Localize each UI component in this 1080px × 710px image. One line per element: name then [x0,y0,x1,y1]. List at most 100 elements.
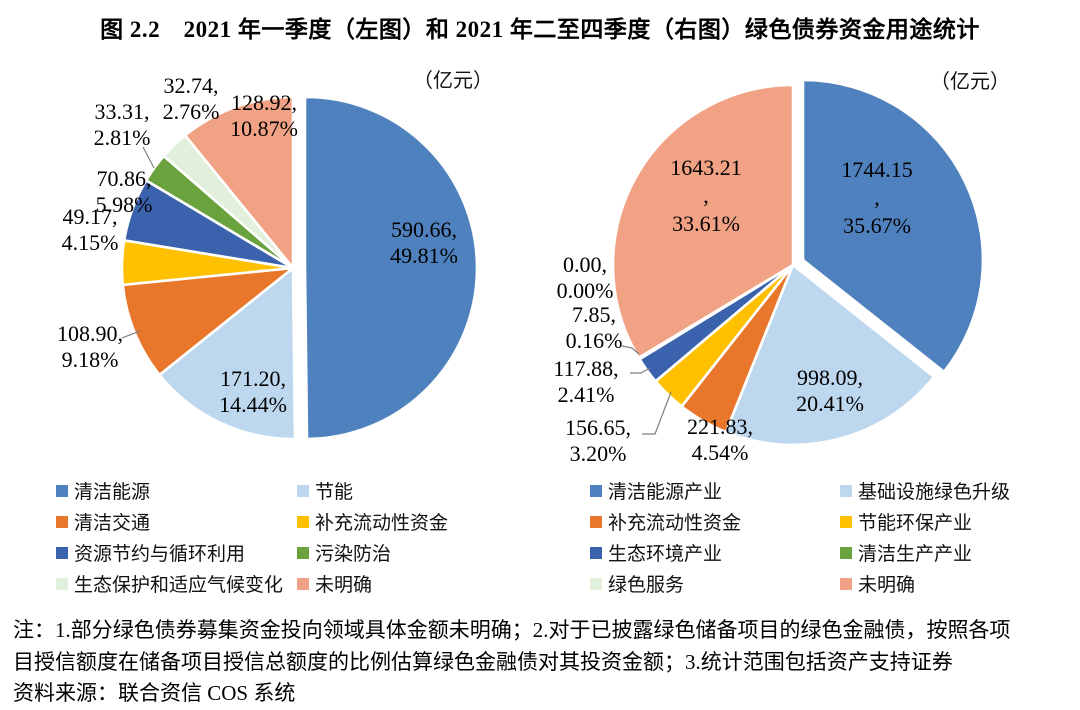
legend-item: 补充流动性资金 [590,506,840,537]
data-label-left-1: 171.20, [220,366,286,391]
data-label-right-0: , [874,185,880,210]
legend-label: 清洁能源产业 [608,482,723,503]
legend-label: 生态环境产业 [608,544,723,565]
data-label-right-4: 117.88, [553,356,618,381]
data-label-left-3: 49.17, [63,204,118,229]
legend-swatch-icon [297,515,309,528]
legend-label: 基础设施绿色升级 [858,482,1011,503]
legend-label: 绿色服务 [608,575,685,596]
data-label-right-6: 0.00, [563,252,607,277]
legend-item: 清洁能源产业 [590,475,840,506]
legend-label: 清洁能源 [74,482,151,503]
legend-swatch-icon [840,577,852,590]
legend-swatch-icon [590,515,602,528]
data-label-right-3: 3.20% [570,441,627,466]
legend-swatch-icon [56,515,68,528]
legend-swatch-icon [840,515,852,528]
legend-item: 节能 [297,475,448,506]
unit-label-right: （亿元） [930,71,1010,93]
data-label-left-0: 590.66, [391,217,457,242]
pie-left-slice-7 [183,95,295,270]
legend-label: 生态保护和适应气候变化 [74,575,284,596]
legend-label: 补充流动性资金 [315,513,449,534]
legend-swatch-icon [56,484,68,497]
pie-right-slice-7 [611,83,795,359]
legend-item: 未明确 [297,568,448,599]
legend-item: 清洁生产产业 [840,537,1010,568]
note-line-2: 目授信额度在储备项目授信总额度的比例估算绿色金融债对其投资金额；3.统计范围包括… [13,649,953,674]
pie-right-slice-0 [801,78,985,374]
legend-swatch-icon [297,577,309,590]
data-label-right-2: 221.83, [687,414,753,439]
label-leader-line [142,146,155,169]
legend-left-chart: 清洁能源 节能清洁交通 补充流动性资金资源节约与循环利用 污染防治生态保护和适应气候变… [56,475,448,599]
legend-right-chart: 清洁能源产业 基础设施绿色升级补充流动性资金 节能环保产业生态环境产业 清洁生产产业绿… [590,475,1010,599]
legend-item: 清洁能源 [56,475,297,506]
legend-label: 补充流动性资金 [608,513,742,534]
pie-right-slice-1 [724,263,936,447]
figure-notes: 注：1.部分绿色债券募集资金投向领域具体金额未明确；2.对于已披露绿色储备项目的… [13,615,1071,710]
data-label-right-0: 35.67% [843,213,911,238]
data-label-right-5: 7.85, [572,302,616,327]
data-label-right-6: 0.00% [557,278,614,303]
legend-item: 清洁交通 [56,506,297,537]
legend-label: 清洁生产产业 [858,544,973,565]
data-label-left-6: 2.76% [163,99,220,124]
data-label-right-1: 20.41% [796,391,864,416]
legend-swatch-icon [840,484,852,497]
legend-swatch-icon [297,484,309,497]
legend-item: 基础设施绿色升级 [840,475,1010,506]
pie-charts-canvas: 590.66,49.81% 171.20,14.44% 108.90,9.18% 49… [57,73,985,466]
note-line-3: 资料来源：联合资信 COS 系统 [13,681,296,705]
figure-title: 图 2.2 2021 年一季度（左图）和 2021 年二至四季度（右图）绿色债券… [100,17,980,42]
legend-label: 未明确 [315,575,373,596]
data-label-left-2: 9.18% [62,347,119,372]
legend-item: 生态环境产业 [590,537,840,568]
legend-label: 清洁交通 [74,513,151,534]
legend-item: 补充流动性资金 [297,506,448,537]
legend-item: 资源节约与循环利用 [56,537,297,568]
legend-swatch-icon [590,546,602,559]
data-label-left-4: 70.86, [97,166,152,191]
data-label-right-3: 156.65, [565,415,631,440]
data-label-right-7: 1643.21 [670,155,742,180]
data-label-right-7: , [703,183,709,208]
data-label-right-0: 1744.15 [841,157,913,182]
data-label-right-7: 33.61% [672,211,740,236]
legend-label: 未明确 [858,575,916,596]
legend-label: 节能环保产业 [858,513,973,534]
unit-label-left: （亿元） [413,70,493,92]
data-label-left-0: 49.81% [390,243,458,268]
legend-swatch-icon [56,577,68,590]
legend-item: 生态保护和适应气候变化 [56,568,297,599]
data-label-left-2: 108.90, [57,321,123,346]
legend-swatch-icon [590,484,602,497]
data-label-right-1: 998.09, [797,365,863,390]
legend-item: 未明确 [840,568,1010,599]
label-leader-line [121,330,141,339]
label-leader-line [621,345,640,355]
legend-swatch-icon [297,546,309,559]
data-label-right-5: 0.16% [566,328,623,353]
legend-swatch-icon [56,546,68,559]
data-label-left-5: 33.31, [95,99,150,124]
legend-label: 污染防治 [315,544,392,565]
legend-swatch-icon [840,546,852,559]
data-label-left-4: 5.98% [96,192,153,217]
note-line-1: 注：1.部分绿色债券募集资金投向领域具体金额未明确；2.对于已披露绿色储备项目的… [13,618,1011,642]
data-label-left-1: 14.44% [219,392,287,417]
legend-swatch-icon [590,577,602,590]
legend-item: 污染防治 [297,537,448,568]
data-label-left-5: 2.81% [94,125,151,150]
data-label-left-7: 10.87% [230,116,298,141]
data-label-left-7: 128.92, [231,90,297,115]
data-label-left-6: 32.74, [164,73,219,98]
pie-left-slice-0 [303,95,479,441]
legend-item: 绿色服务 [590,568,840,599]
data-label-left-3: 4.15% [62,230,119,255]
legend-label: 资源节约与循环利用 [74,544,246,565]
legend-item: 节能环保产业 [840,506,1010,537]
label-leader-line [642,391,672,435]
label-leader-line [630,367,651,374]
